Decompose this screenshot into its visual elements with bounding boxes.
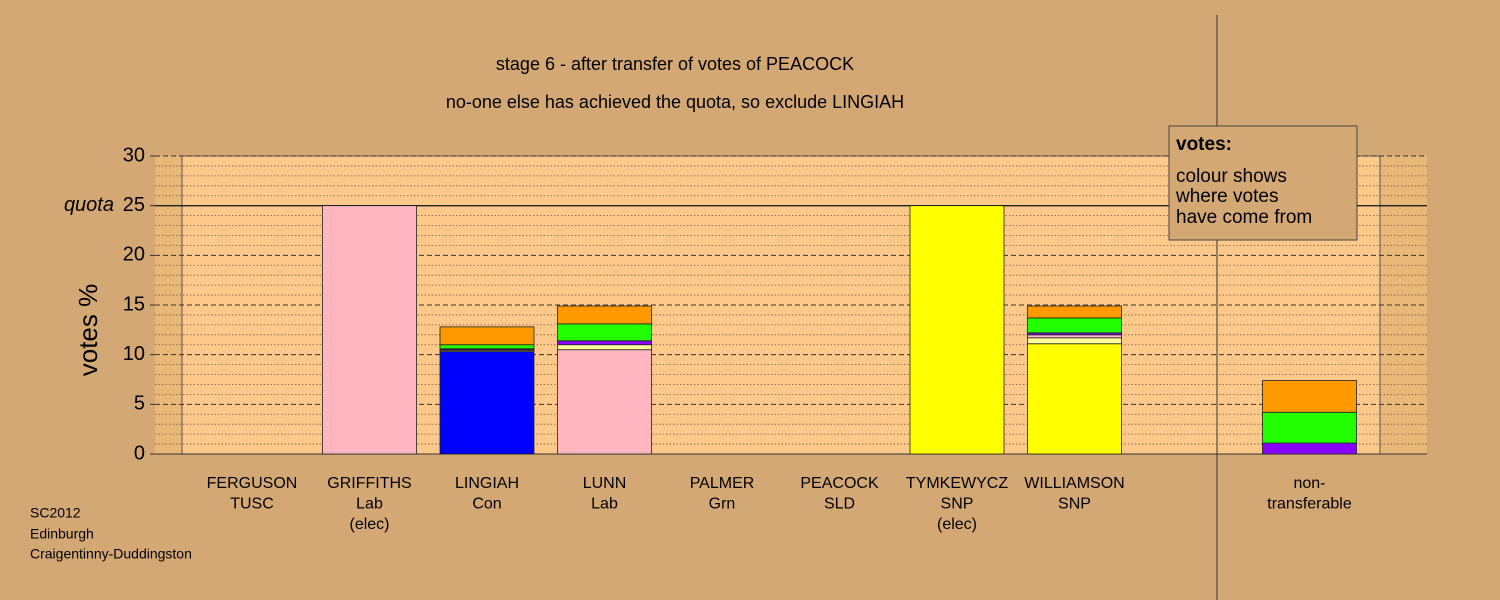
x-tick-label: PALMER bbox=[690, 475, 755, 492]
x-tick-label: Con bbox=[472, 496, 501, 513]
x-tick-label: TYMKEWYCZ bbox=[906, 475, 1008, 492]
y-tick-label: 20 bbox=[123, 244, 145, 266]
bar-segment bbox=[1027, 305, 1122, 319]
legend-text: where votes bbox=[1175, 186, 1278, 207]
chart-title: stage 6 - after transfer of votes of PEA… bbox=[496, 54, 854, 74]
footer: SC2012 bbox=[30, 505, 81, 521]
bar-segment bbox=[557, 344, 652, 351]
legend-box bbox=[1168, 125, 1358, 241]
footer: Edinburgh bbox=[30, 526, 94, 542]
x-tick-label: (elec) bbox=[937, 516, 977, 533]
bar-segment bbox=[439, 344, 535, 350]
bar-segment bbox=[1027, 334, 1122, 339]
legend-text: have come from bbox=[1176, 207, 1312, 228]
bar-segment bbox=[1027, 343, 1122, 455]
y-tick-label: 25 bbox=[123, 194, 145, 216]
legend-text: colour shows bbox=[1176, 166, 1287, 187]
x-tick-label: SLD bbox=[824, 496, 855, 513]
chart-subtitle: no-one else has achieved the quota, so e… bbox=[446, 92, 904, 112]
legend-title: votes: bbox=[1176, 134, 1232, 155]
bar-segment bbox=[557, 340, 652, 346]
bar-segment bbox=[557, 305, 652, 325]
quota-label: quota bbox=[64, 194, 114, 216]
x-tick-label: SNP bbox=[941, 496, 974, 513]
bar-segment bbox=[439, 326, 535, 346]
x-tick-label: Lab bbox=[356, 496, 383, 513]
x-tick-label: TUSC bbox=[230, 496, 274, 513]
x-tick-label: (elec) bbox=[349, 516, 389, 533]
y-tick-label: 0 bbox=[134, 442, 145, 464]
y-tick-label: 30 bbox=[123, 144, 145, 166]
y-tick-label: 5 bbox=[134, 393, 145, 415]
x-tick-label: non- bbox=[1293, 475, 1325, 492]
bar-segment bbox=[557, 349, 652, 455]
bar-segment bbox=[1027, 317, 1122, 334]
x-tick-label: PEACOCK bbox=[800, 475, 879, 492]
bar-segment bbox=[439, 351, 535, 455]
legend: votes: colour shows where votes have com… bbox=[1168, 125, 1358, 241]
x-tick-label: FERGUSON bbox=[207, 475, 298, 492]
x-tick-label: SNP bbox=[1058, 496, 1091, 513]
x-tick-label: WILLIAMSON bbox=[1024, 475, 1124, 492]
x-tick-label: LUNN bbox=[583, 475, 627, 492]
x-tick-label: LINGIAH bbox=[455, 475, 519, 492]
bar-segment bbox=[909, 205, 1005, 455]
x-tick-label: GRIFFITHS bbox=[327, 475, 411, 492]
bar-segment bbox=[1262, 411, 1357, 444]
x-tick-label: Grn bbox=[709, 496, 736, 513]
bar-segment bbox=[1262, 442, 1357, 455]
bar-segment bbox=[1262, 380, 1357, 413]
bar-segment bbox=[1027, 337, 1122, 345]
x-tick-label: transferable bbox=[1267, 496, 1352, 513]
bar-segment bbox=[322, 205, 417, 455]
bar-segment bbox=[557, 323, 652, 342]
y-tick-label: 15 bbox=[123, 293, 145, 315]
y-tick-label: 10 bbox=[123, 343, 145, 365]
x-tick-label: Lab bbox=[591, 496, 618, 513]
y-axis-label: votes % bbox=[73, 284, 103, 377]
footer: Craigentinny-Duddingston bbox=[30, 546, 192, 562]
